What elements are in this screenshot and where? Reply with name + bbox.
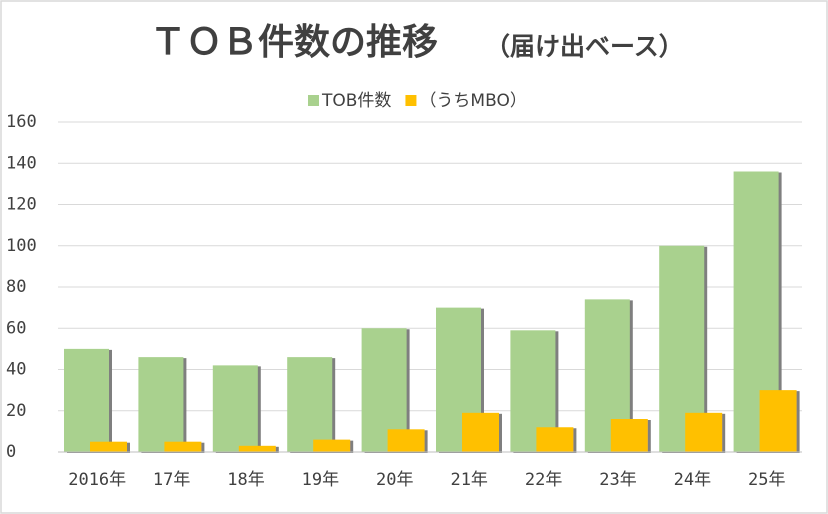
x-tick-label: 19年 [302, 470, 339, 490]
x-tick-label: 17年 [153, 470, 190, 490]
x-tick-label: 23年 [599, 470, 636, 490]
x-tick-label: 2016年 [68, 470, 126, 490]
bar [536, 427, 574, 452]
bar [313, 439, 351, 452]
x-tick-label: 21年 [450, 470, 487, 490]
bar [610, 419, 648, 452]
y-tick-label: 0 [6, 442, 16, 462]
y-tick-label: 80 [6, 277, 26, 297]
bar [90, 441, 127, 452]
legend-swatch [405, 95, 417, 106]
chart-subtitle: （届け出ベース） [485, 32, 684, 61]
legend-label: （うちMBO） [419, 91, 526, 111]
legend: TOB件数 （うちMBO） [308, 91, 527, 111]
y-tick-label: 140 [6, 153, 37, 173]
bar [138, 357, 184, 452]
legend-label: TOB件数 [321, 91, 391, 111]
bar [64, 348, 109, 452]
y-tick-label: 60 [6, 318, 26, 338]
x-tick-label: 22年 [525, 470, 562, 490]
y-tick-label: 20 [6, 401, 26, 421]
x-tick-label: 25年 [748, 470, 785, 490]
bar [387, 429, 425, 452]
legend-swatch [308, 95, 319, 106]
bar [759, 390, 797, 452]
bar [164, 441, 202, 452]
bar [287, 357, 333, 452]
y-tick-label: 160 [6, 112, 37, 132]
bar [685, 412, 723, 452]
x-tick-label: 20年 [376, 470, 413, 490]
y-tick-label: 120 [6, 195, 37, 215]
x-tick-label: 24年 [674, 470, 711, 490]
bar [238, 445, 276, 452]
y-tick-label: 40 [6, 360, 26, 380]
chart-title: ＴＯＢ件数の推移 [150, 22, 438, 63]
y-tick-label: 100 [6, 236, 37, 256]
bar [462, 412, 499, 452]
bar [212, 365, 258, 452]
x-tick-label: 18年 [227, 470, 264, 490]
